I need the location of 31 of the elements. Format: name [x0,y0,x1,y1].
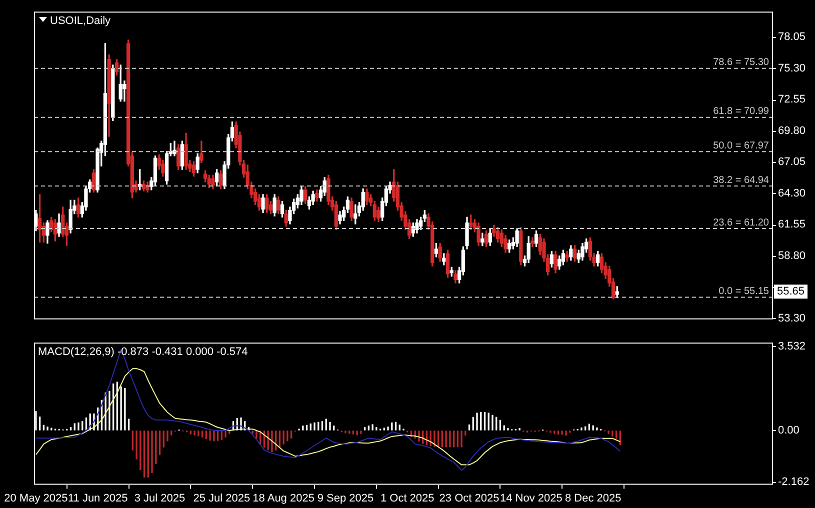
ref-line-label: 0.0 = 55.15 [718,286,770,297]
chart-title: USOIL,Daily [50,15,112,28]
x-tick-label: 8 Dec 2025 [564,492,622,504]
y-tick-label: 58.80 [778,250,806,262]
x-tick-label: 25 Jul 2025 [193,492,250,504]
y-tick-label: 3.532 [778,340,806,352]
x-tick-label: 11 Jun 2025 [68,492,128,504]
y-tick-label: 72.55 [778,94,806,106]
annotation: 55.65 [777,286,805,298]
x-tick-label: 1 Oct 2025 [380,492,434,504]
x-tick-label: 23 Oct 2025 [439,492,500,504]
y-tick-label: 75.30 [778,62,806,74]
y-tick-label: 61.55 [778,218,806,231]
ref-line-label: 38.2 = 64.94 [713,174,770,186]
y-tick-label: 64.30 [778,187,806,200]
x-tick-label: 20 May 2025 [4,492,68,504]
x-tick-label: 9 Sep 2025 [317,492,374,504]
ref-line-label: 61.8 = 70.99 [713,106,770,118]
candlestick [122,80,126,102]
y-tick-label: 53.30 [778,312,806,324]
ref-line-label: 50.0 = 67.97 [713,140,770,152]
y-tick-label: 0.00 [778,424,800,437]
y-tick-label: -2.162 [778,476,810,488]
y-tick-label: 78.05 [778,31,806,44]
x-tick-label: 14 Nov 2025 [500,492,562,504]
ref-line-label: 23.6 = 61.20 [713,217,770,228]
y-tick-label: 69.80 [778,124,806,137]
x-tick-label: 18 Aug 2025 [252,492,314,504]
x-tick-label: 3 Jul 2025 [134,492,186,504]
y-tick-label: 67.05 [778,156,806,168]
ref-line-label: 78.6 = 75.30 [713,57,770,68]
